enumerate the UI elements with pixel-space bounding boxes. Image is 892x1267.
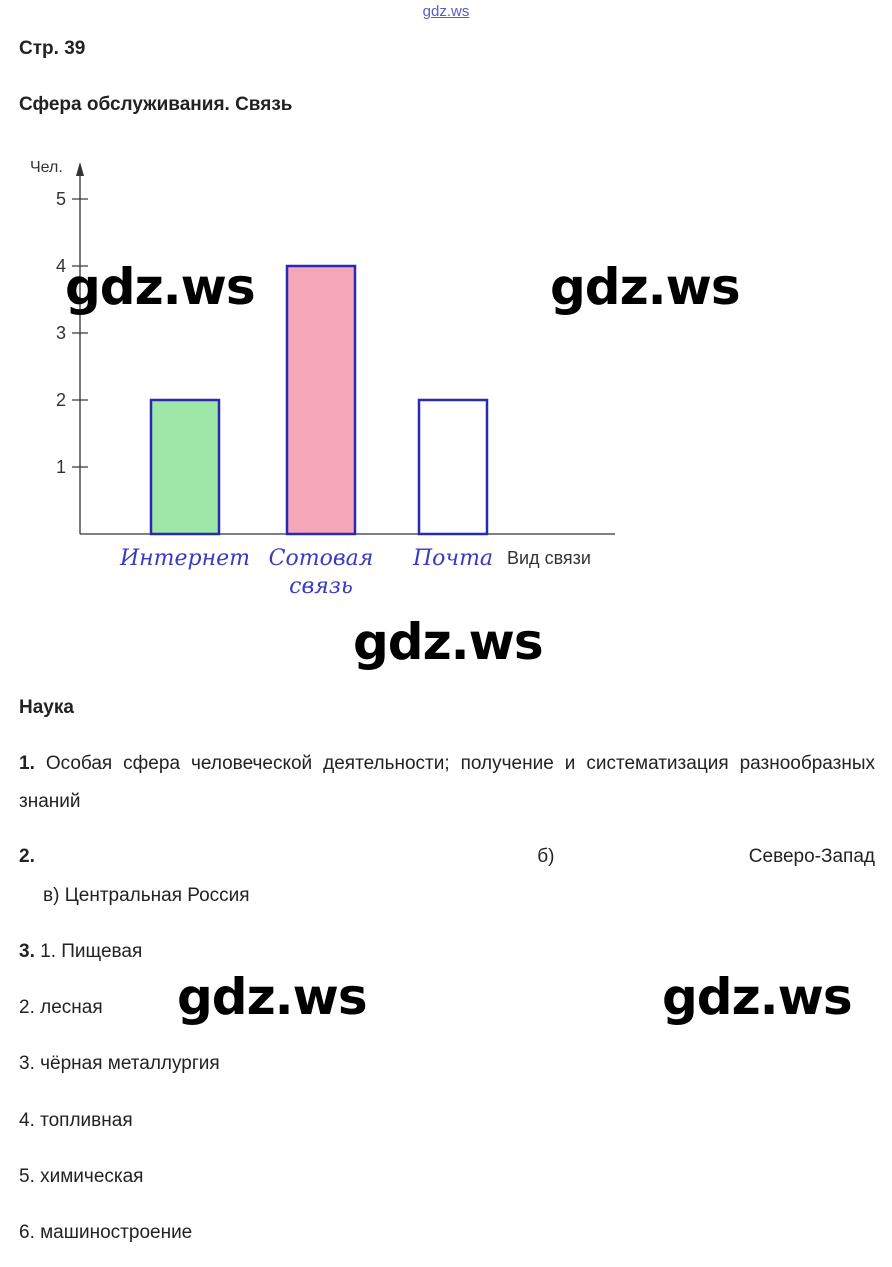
- x-axis-label: Вид связи: [507, 548, 591, 568]
- category-label: Сотовая: [269, 546, 374, 571]
- y-tick-label: 4: [56, 256, 66, 276]
- bar: [417, 398, 489, 536]
- answer-2-b: б): [537, 846, 555, 867]
- answer-1-text: Особая сфера человеческой деятельности; …: [19, 753, 875, 812]
- watermark: gdz.ws: [550, 258, 741, 316]
- answer-3-item: 4. топливная: [19, 1110, 133, 1131]
- page-number: Стр. 39: [19, 38, 86, 59]
- y-tick-label: 1: [56, 457, 66, 477]
- answer-3-item: 5. химическая: [19, 1166, 144, 1187]
- answer-3-number: 3.: [19, 941, 35, 962]
- watermark: gdz.ws: [662, 968, 853, 1026]
- section-title-science: Наука: [19, 697, 74, 718]
- answer-2-number: 2.: [19, 846, 35, 867]
- y-tick-label: 3: [56, 323, 66, 343]
- watermark: gdz.ws: [177, 968, 368, 1026]
- answer-3-item: 2. лесная: [19, 997, 103, 1018]
- answer-2-v: в) Центральная Россия: [43, 885, 250, 906]
- answer-3-item: 1. Пищевая: [40, 941, 143, 962]
- answer-2-row: 2. б) Северо-Запад: [19, 846, 875, 868]
- answer-2-b-value: Северо-Запад: [748, 846, 875, 867]
- answer-1-number: 1.: [19, 753, 35, 774]
- category-label: Интернет: [119, 546, 250, 571]
- site-link[interactable]: gdz.ws: [422, 3, 470, 20]
- bar: [285, 264, 357, 536]
- category-label: связь: [289, 574, 353, 599]
- section-title-services: Сфера обслуживания. Связь: [19, 94, 293, 115]
- y-axis-label: Чел.: [30, 159, 63, 176]
- watermark: gdz.ws: [65, 258, 256, 316]
- y-tick-label: 5: [56, 189, 66, 209]
- bar: [149, 398, 221, 536]
- bar-chart: Чел. 1 2 3 4 5 Интернет Сотовая связь Почта Вид св…: [30, 159, 615, 599]
- watermark: gdz.ws: [353, 613, 544, 671]
- answer-3-line-1: 3. 1. Пищевая: [19, 941, 142, 963]
- answer-3-item: 6. машиностроение: [19, 1222, 193, 1243]
- y-axis-arrow: [76, 162, 84, 176]
- y-tick-label: 2: [56, 390, 66, 410]
- category-label: Почта: [412, 546, 493, 571]
- answer-1: 1. Особая сфера человеческой деятельност…: [19, 745, 875, 821]
- answer-3-item: 3. чёрная металлургия: [19, 1053, 220, 1074]
